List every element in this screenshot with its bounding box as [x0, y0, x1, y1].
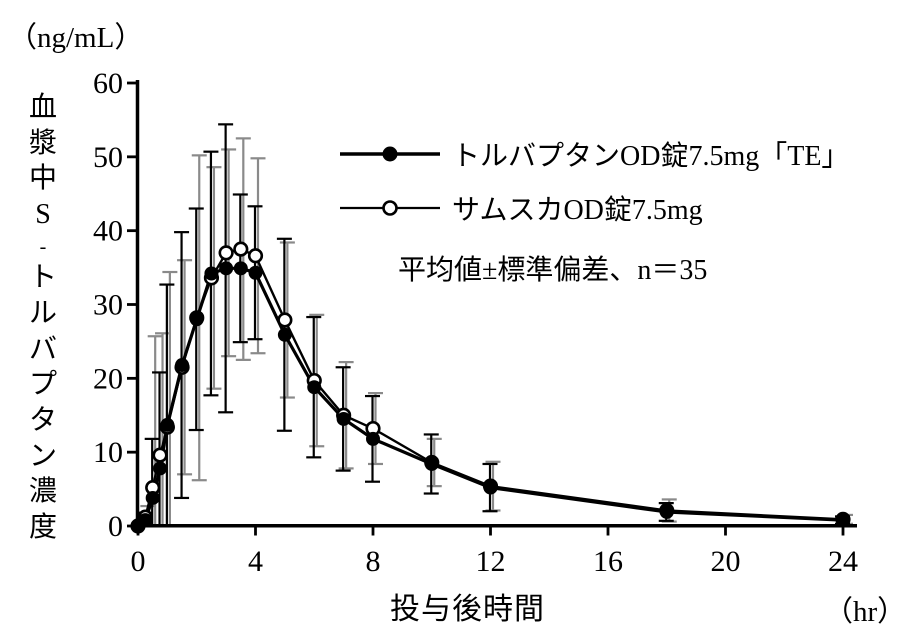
svg-text:40: 40	[93, 215, 123, 248]
y-axis-title-char: 血	[28, 92, 57, 123]
svg-text:20: 20	[93, 362, 123, 395]
y-axis-unit-label: （ng/mL）	[8, 22, 144, 54]
x-axis-unit-label: （hr）	[824, 596, 907, 628]
svg-text:16: 16	[593, 545, 623, 578]
filled-circle-line-icon	[340, 146, 440, 162]
svg-text:20: 20	[711, 545, 741, 578]
legend-item-samsca: サムスカOD錠7.5mg	[340, 193, 849, 226]
y-axis-title-char: バ	[28, 333, 57, 365]
svg-text:24: 24	[828, 545, 858, 578]
svg-text:0: 0	[131, 545, 146, 578]
y-axis-title-char: ト	[28, 262, 57, 294]
legend-label-tolvaptan-te: トルバプタンOD錠7.5mg「TE」	[452, 141, 850, 172]
y-axis-title-char: タ	[28, 404, 57, 436]
svg-text:10: 10	[93, 436, 123, 469]
y-axis-title-char: 度	[28, 511, 57, 543]
svg-text:50: 50	[93, 141, 123, 174]
y-axis-title-char: S	[35, 198, 51, 230]
svg-text:12: 12	[476, 545, 506, 578]
svg-text:30: 30	[93, 289, 123, 322]
y-axis-title-char: プ	[28, 369, 57, 401]
y-axis-title-char: 濃	[28, 476, 57, 508]
y-axis-title-char: ン	[28, 440, 57, 472]
x-axis-title: 投与後時間	[390, 593, 545, 626]
stats-note: 平均値±標準偏差、n＝35	[398, 255, 708, 286]
svg-text:8: 8	[366, 545, 381, 578]
legend-item-tolvaptan-te: トルバプタンOD錠7.5mg「TE」	[340, 139, 849, 172]
open-circle-line-icon	[340, 200, 440, 216]
legend: トルバプタンOD錠7.5mg「TE」 サムスカOD錠7.5mg 平均値±標準偏差…	[340, 139, 849, 288]
y-axis-title-char: 中	[28, 163, 57, 195]
svg-text:60: 60	[93, 67, 123, 100]
svg-text:4: 4	[248, 545, 263, 578]
y-axis-title-char: ル	[28, 297, 57, 329]
y-axis-title-char: 漿	[28, 127, 57, 159]
y-axis-title-char: -	[39, 235, 47, 258]
svg-text:0: 0	[108, 510, 123, 543]
legend-label-samsca: サムスカOD錠7.5mg	[452, 195, 703, 226]
